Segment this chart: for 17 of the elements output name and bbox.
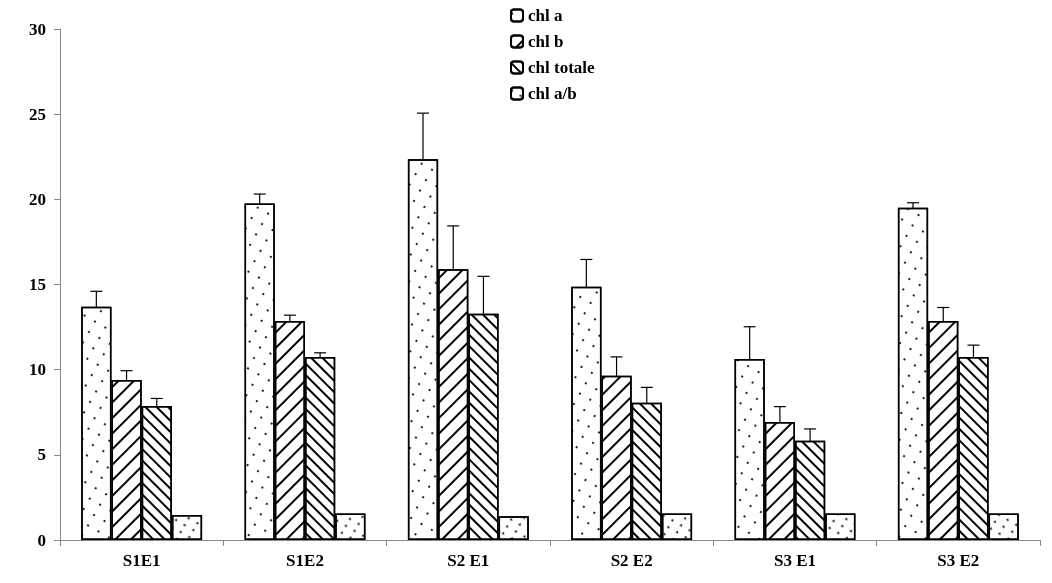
- y-tick-label: 15: [29, 275, 46, 294]
- x-tick-label: S2 E1: [447, 551, 490, 570]
- x-tick-label: S1E2: [286, 551, 324, 570]
- x-tick-label: S3 E2: [937, 551, 980, 570]
- y-tick-label: 30: [29, 19, 46, 39]
- x-tick-label: S3 E1: [773, 551, 817, 570]
- x-tick-label: S1E1: [122, 551, 161, 570]
- legend-label: chl b: [528, 32, 564, 51]
- y-tick-label: 0: [37, 530, 46, 550]
- x-tick-label: S2 E2: [610, 551, 653, 570]
- legend-label: chl totale: [528, 58, 596, 77]
- y-tick-label: 25: [29, 104, 46, 124]
- legend-label: chl a: [528, 6, 563, 25]
- legend-label: chl a/b: [528, 84, 577, 103]
- y-tick-label: 10: [29, 360, 46, 380]
- y-tick-label: 5: [37, 445, 46, 465]
- y-tick-label: 20: [29, 189, 46, 209]
